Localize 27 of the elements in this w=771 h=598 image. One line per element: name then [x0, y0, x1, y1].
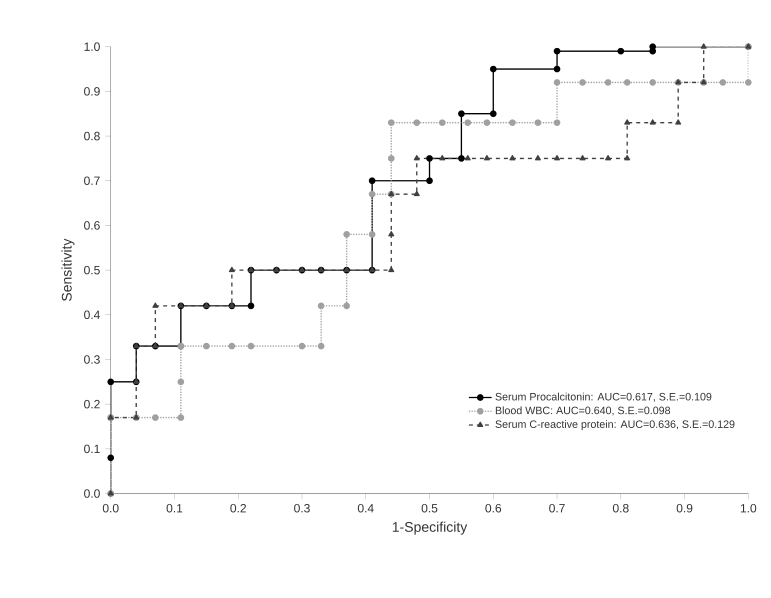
x-axis-title: 1-Specificity	[392, 522, 468, 535]
y-tick-label: 0.2	[84, 400, 100, 409]
x-tick-label: 0.0	[102, 504, 119, 513]
y-tick-label: 0.4	[84, 310, 100, 320]
x-tick-label: 0.1	[166, 504, 182, 513]
x-tick-label: 0.2	[230, 504, 246, 513]
x-tick-label: 0.6	[485, 504, 502, 513]
x-tick-label: 0.3	[294, 504, 310, 513]
x-tick-label: 0.8	[612, 504, 629, 513]
y-tick-label: 1.0	[84, 42, 100, 52]
y-tick-label: 0.9	[84, 87, 100, 96]
legend-label: Serum Procalcitonin: AUC=0.617, S.E.=0.109	[495, 392, 712, 402]
y-tick-label: 0.6	[84, 221, 100, 230]
y-tick-label: 0.8	[84, 132, 100, 141]
y-tick-label: 0.7	[84, 176, 100, 186]
y-axis-title: Sensitivity	[61, 238, 74, 302]
y-tick-label: 0.0	[84, 489, 100, 498]
x-tick-label: 0.7	[549, 504, 565, 513]
x-tick-label: 0.5	[422, 504, 438, 513]
y-tick-label: 0.3	[84, 355, 100, 364]
x-tick-label: 0.9	[676, 504, 692, 513]
x-tick-label: 0.4	[358, 504, 374, 513]
legend-label: Blood WBC: AUC=0.640, S.E.=0.098	[496, 406, 670, 416]
legend-label: Serum C-reactive protein: AUC=0.636, S.E.=0.129	[495, 420, 734, 430]
y-tick-label: 0.1	[84, 444, 100, 454]
y-tick-label: 0.5	[84, 266, 100, 275]
x-tick-label: 1.0	[740, 504, 756, 513]
